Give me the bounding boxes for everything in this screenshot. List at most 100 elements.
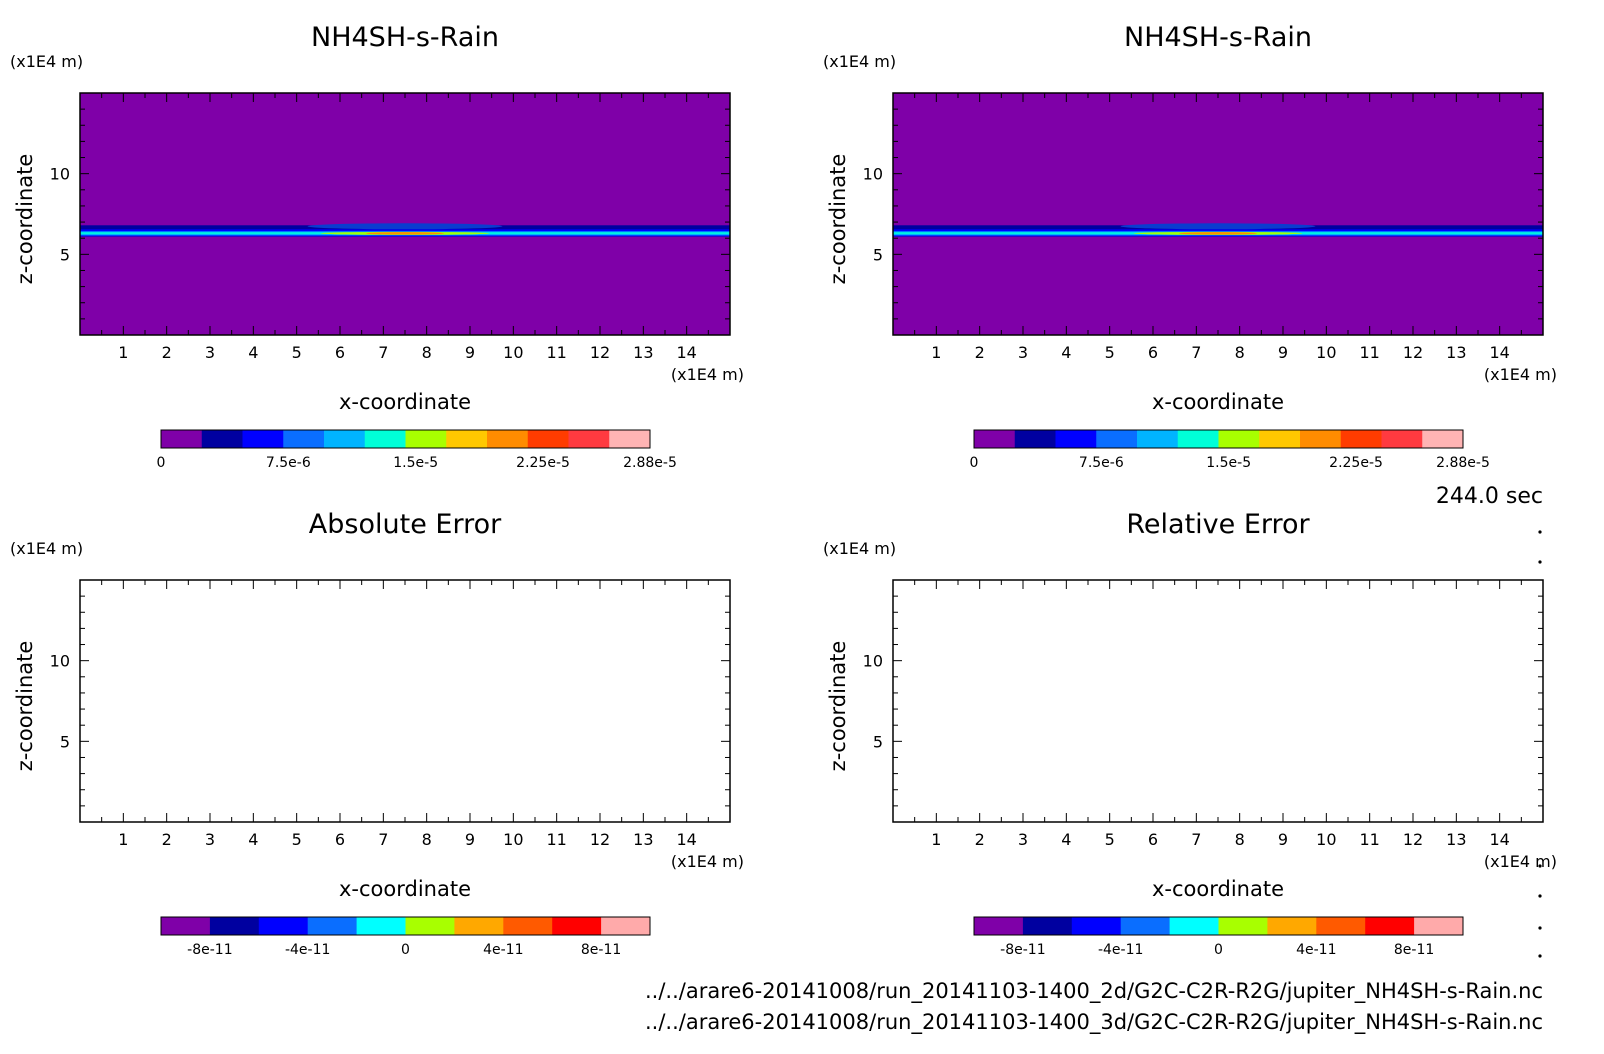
x-axis-label: x-coordinate <box>1152 877 1284 901</box>
x-tick-label: 4 <box>248 830 258 849</box>
panel-3: Absolute Error(x1E4 m)1 2 3 4 5 6 7 8 9 10 11 12 13 1… <box>10 509 744 958</box>
source-file-path: ../../arare6-20141008/run_20141103-1400_… <box>645 1010 1543 1035</box>
colorbar-tick-label: 0 <box>401 942 410 958</box>
x-tick-label: 11 <box>546 343 566 362</box>
colorbar-segment <box>1422 430 1464 448</box>
y-tick-label: 10 <box>863 652 883 671</box>
colorbar: 0 7.5e-6 1.5e-5 2.25e-5 2.88e-5 <box>970 429 1490 471</box>
x-tick-label: 11 <box>1359 343 1379 362</box>
margin-dot <box>1538 530 1542 534</box>
colorbar-segment <box>446 430 488 448</box>
x-tick-label: 8 <box>422 830 432 849</box>
colorbar-tick-label: -4e-11 <box>1098 942 1143 958</box>
colorbar-frame <box>973 916 1464 936</box>
x-tick-label: 1 <box>931 343 941 362</box>
margin-dot <box>1538 864 1542 868</box>
colorbar-segment <box>1022 917 1073 935</box>
x-tick-label: 6 <box>335 830 345 849</box>
colorbar-segment <box>201 430 243 448</box>
x-tick-label: 10 <box>503 343 523 362</box>
colorbar-tick-label: 2.25e-5 <box>1329 455 1383 471</box>
colorbar-segment <box>1365 917 1415 935</box>
colorbar-tick-label: 8e-11 <box>581 942 621 958</box>
colorbar-segment <box>1267 917 1317 935</box>
x-unit-label: (x1E4 m) <box>671 365 744 384</box>
margin-dot <box>1538 926 1542 930</box>
y-tick-label: 10 <box>863 165 883 184</box>
colorbar-segment <box>1259 430 1301 448</box>
colorbar: 0 7.5e-6 1.5e-5 2.25e-5 2.88e-5 <box>157 429 677 471</box>
x-unit-label: (x1E4 m) <box>1484 852 1557 871</box>
axis-ticks <box>80 93 730 335</box>
colorbar-tick-label: 1.5e-5 <box>393 455 438 471</box>
colorbar-tick-label: 2.25e-5 <box>516 455 570 471</box>
x-tick-label: 11 <box>1359 830 1379 849</box>
axis-ticks <box>80 580 730 822</box>
x-tick-label: 12 <box>590 343 610 362</box>
x-tick-label: 13 <box>633 830 653 849</box>
colorbar-tick-label: 1.5e-5 <box>1206 455 1251 471</box>
plot-frame <box>79 579 731 823</box>
plot-area <box>79 92 731 336</box>
colorbar-segment <box>324 430 366 448</box>
colorbar-tick-label: 4e-11 <box>483 942 523 958</box>
colorbar-segment <box>527 430 569 448</box>
colorbar-frame <box>973 429 1464 449</box>
x-tick-label: 7 <box>378 830 388 849</box>
x-tick-label: 2 <box>975 343 985 362</box>
colorbar-segment <box>1120 917 1171 935</box>
x-axis-label: x-coordinate <box>1152 390 1284 414</box>
plot-area <box>892 579 1544 823</box>
x-tick-label: 10 <box>1316 343 1336 362</box>
x-tick-label: 5 <box>292 830 302 849</box>
colorbar-segment <box>1137 430 1179 448</box>
x-tick-label: 14 <box>676 830 696 849</box>
panel-title: NH4SH-s-Rain <box>1124 22 1312 53</box>
x-axis-label: x-coordinate <box>339 390 471 414</box>
source-file-path: ../../arare6-20141008/run_20141103-1400_… <box>645 979 1543 1004</box>
y-tick-label: 10 <box>50 652 70 671</box>
axis-ticks <box>893 580 1543 822</box>
colorbar: -8e-11 -4e-11 0 4e-11 8e-11 <box>973 916 1464 958</box>
colorbar-segment <box>1071 917 1122 935</box>
x-tick-label: 4 <box>248 343 258 362</box>
colorbar-segment <box>1414 917 1464 935</box>
x-tick-label: 3 <box>205 830 215 849</box>
panel-title: Relative Error <box>1126 509 1310 540</box>
colorbar-tick-label: 7.5e-6 <box>1079 455 1124 471</box>
colorbar-segment <box>568 430 610 448</box>
colorbar-segment <box>1014 430 1056 448</box>
y-tick-label: 10 <box>50 165 70 184</box>
y-unit-label: (x1E4 m) <box>10 539 83 558</box>
x-tick-label: 3 <box>205 343 215 362</box>
layer-bump <box>1120 223 1316 230</box>
peak-orange <box>366 232 444 235</box>
x-tick-label: 6 <box>1148 830 1158 849</box>
axis-ticks <box>893 93 1543 335</box>
plot-area <box>79 579 731 823</box>
colorbar-segment <box>161 430 203 448</box>
x-tick-label: 10 <box>1316 830 1336 849</box>
x-tick-label: 2 <box>162 343 172 362</box>
y-unit-label: (x1E4 m) <box>10 52 83 71</box>
colorbar-segment <box>974 430 1016 448</box>
x-unit-label: (x1E4 m) <box>1484 365 1557 384</box>
panel-1: NH4SH-s-Rain(x1E4 m)1 2 3 4 5 6 7 8 9 10 11 12 13 145… <box>10 22 744 471</box>
colorbar-segment <box>283 430 325 448</box>
x-tick-label: 13 <box>1446 830 1466 849</box>
y-axis-label: z-coordinate <box>13 641 37 772</box>
colorbar-tick-label: -8e-11 <box>187 942 232 958</box>
x-tick-label: 4 <box>1061 343 1071 362</box>
colorbar-segment <box>405 917 455 935</box>
x-tick-label: 1 <box>118 830 128 849</box>
x-tick-label: 11 <box>546 830 566 849</box>
colorbar-segment <box>609 430 651 448</box>
colorbar-segment <box>161 917 211 935</box>
x-tick-label: 8 <box>1235 830 1245 849</box>
colorbar-tick-label: 2.88e-5 <box>623 455 677 471</box>
colorbar-segment <box>487 430 529 448</box>
field-background <box>80 93 730 335</box>
x-tick-label: 12 <box>1403 343 1423 362</box>
colorbar-tick-label: 2.88e-5 <box>1436 455 1490 471</box>
x-tick-label: 7 <box>1191 343 1201 362</box>
